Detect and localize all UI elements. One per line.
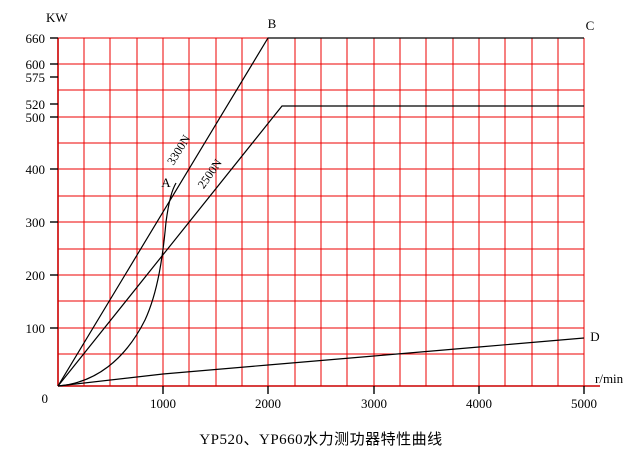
x-tick-1000: 1000 [150, 396, 176, 411]
curve-2500n [57, 105, 584, 387]
y-tick-600: 600 [26, 57, 46, 72]
y-tick-100: 100 [26, 321, 46, 336]
y-tick-575: 575 [26, 70, 46, 85]
y-tick-520: 520 [26, 97, 46, 112]
point-label-a: A [161, 175, 171, 190]
y-tick-0: 0 [42, 391, 49, 406]
x-axis-unit-label: r/min [595, 371, 624, 386]
point-label-c: C [586, 18, 595, 33]
x-tick-4000: 4000 [466, 396, 492, 411]
x-tick-2000: 2000 [255, 396, 281, 411]
x-axis-ticks [162, 386, 585, 394]
curve-minimum-load [57, 337, 585, 387]
y-tick-200: 200 [26, 268, 46, 283]
point-label-d: D [590, 329, 599, 344]
curve-3300n [57, 37, 584, 387]
y-tick-300: 300 [26, 215, 46, 230]
y-axis-ticks [50, 37, 58, 329]
x-tick-3000: 3000 [361, 396, 387, 411]
y-tick-400: 400 [26, 162, 46, 177]
x-tick-5000: 5000 [571, 396, 597, 411]
curve-parabolic-absorption [57, 182, 177, 387]
y-tick-660: 660 [26, 31, 46, 46]
y-axis-unit-label: KW [46, 10, 68, 25]
figure-caption: YP520、YP660水力测功器特性曲线 [199, 432, 443, 448]
y-tick-500: 500 [26, 110, 46, 125]
point-label-b: B [268, 16, 277, 31]
